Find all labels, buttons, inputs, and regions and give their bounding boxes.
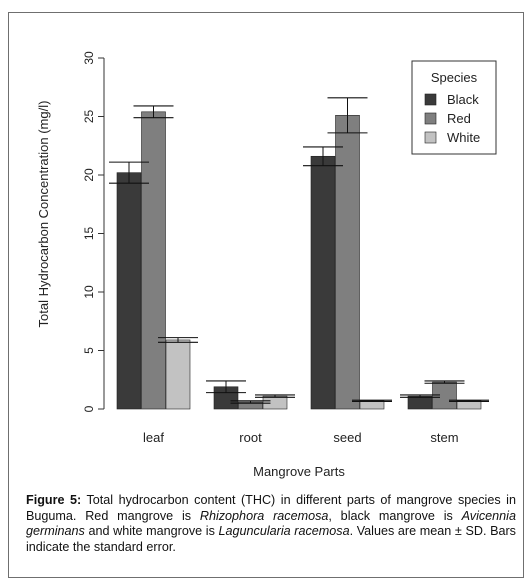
caption-species-red: Rhizophora racemosa [199,508,329,523]
y-axis-label: Total Hydrocarbon Concentration (mg/l) [36,101,51,328]
figure-caption: Figure 5: Total hydrocarbon content (THC… [26,493,516,555]
caption-text: and white mangrove is [84,524,219,539]
caption-text: Total hydrocarbon content (THC) in diffe… [26,493,516,523]
legend-label-white: White [447,130,480,145]
x-tick-label-root: root [239,430,262,445]
bars [116,111,482,410]
caption-label: Figure 5: [26,493,82,507]
legend-swatch-black [424,93,437,106]
error-bars [109,97,489,404]
y-axis: 0 5 10 15 20 25 30 [82,51,105,412]
bar-stem-red [432,381,457,410]
caption-species-white: Laguncularia racemosa [218,524,350,539]
legend-label-black: Black [447,92,479,107]
legend-title: Species [431,70,478,85]
bar-leaf-black [116,172,142,410]
y-tick-label: 0 [82,405,96,412]
bar-leaf-white [165,339,191,410]
x-tick-label-leaf: leaf [143,430,164,445]
bar-seed-black [310,155,336,410]
x-axis: leaf root seed stem [143,430,459,445]
legend: Species Black Red White [411,60,497,155]
bar-stem-black [407,395,433,410]
y-tick-label: 5 [82,347,96,354]
x-tick-label-stem: stem [430,430,458,445]
y-tick-label: 30 [82,51,96,65]
y-tick-label: 10 [82,285,96,299]
x-axis-label: Mangrove Parts [253,464,345,479]
legend-swatch-red [424,112,437,125]
y-tick-label: 20 [82,168,96,182]
bar-root-white [262,395,288,410]
x-tick-label-seed: seed [333,430,361,445]
bar-chart: 0 5 10 15 20 25 30 leaf root seed stem Species Bla… [36,51,497,479]
bar-seed-red [335,115,360,410]
caption-text: , black mangrove is [328,508,462,523]
bar-stem-white [456,400,482,410]
legend-label-red: Red [447,111,471,126]
caption-species-black: Avicennia germinans [26,508,516,539]
caption-text: . Values are mean ± SD. Bars indicate th… [26,524,516,554]
legend-swatch-white [424,131,437,144]
y-tick-label: 15 [82,227,96,241]
bar-leaf-red [141,111,166,410]
y-tick-label: 25 [82,110,96,124]
bar-seed-white [359,400,385,410]
